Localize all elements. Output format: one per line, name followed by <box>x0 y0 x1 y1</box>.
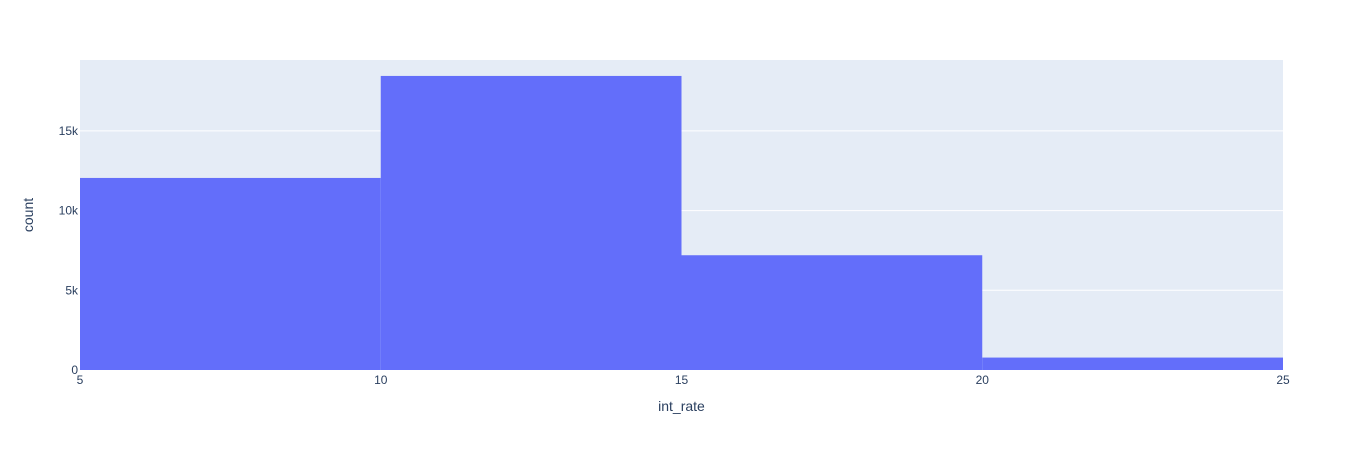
x-tick-label: 15 <box>675 373 689 387</box>
y-axis-title: count <box>20 198 36 232</box>
x-tick-label: 10 <box>374 373 388 387</box>
histogram-bar-0[interactable] <box>80 177 381 370</box>
histogram-bar-1[interactable] <box>380 75 682 371</box>
x-tick-label: 20 <box>976 373 990 387</box>
y-tick-label: 0 <box>71 363 78 377</box>
x-tick-label: 25 <box>1276 373 1290 387</box>
x-axis-ticks: 5 10 15 20 25 <box>77 373 1290 387</box>
x-axis-title: int_rate <box>658 398 705 414</box>
y-tick-label: 5k <box>65 283 79 297</box>
y-axis-ticks: 0 5k 10k 15k <box>59 124 79 377</box>
histogram-bar-2[interactable] <box>681 255 983 370</box>
y-tick-label: 10k <box>59 204 79 218</box>
x-tick-label: 5 <box>77 373 84 387</box>
y-tick-label: 15k <box>59 124 79 138</box>
bars <box>80 75 1283 371</box>
histogram-bar-3[interactable] <box>982 357 1283 370</box>
